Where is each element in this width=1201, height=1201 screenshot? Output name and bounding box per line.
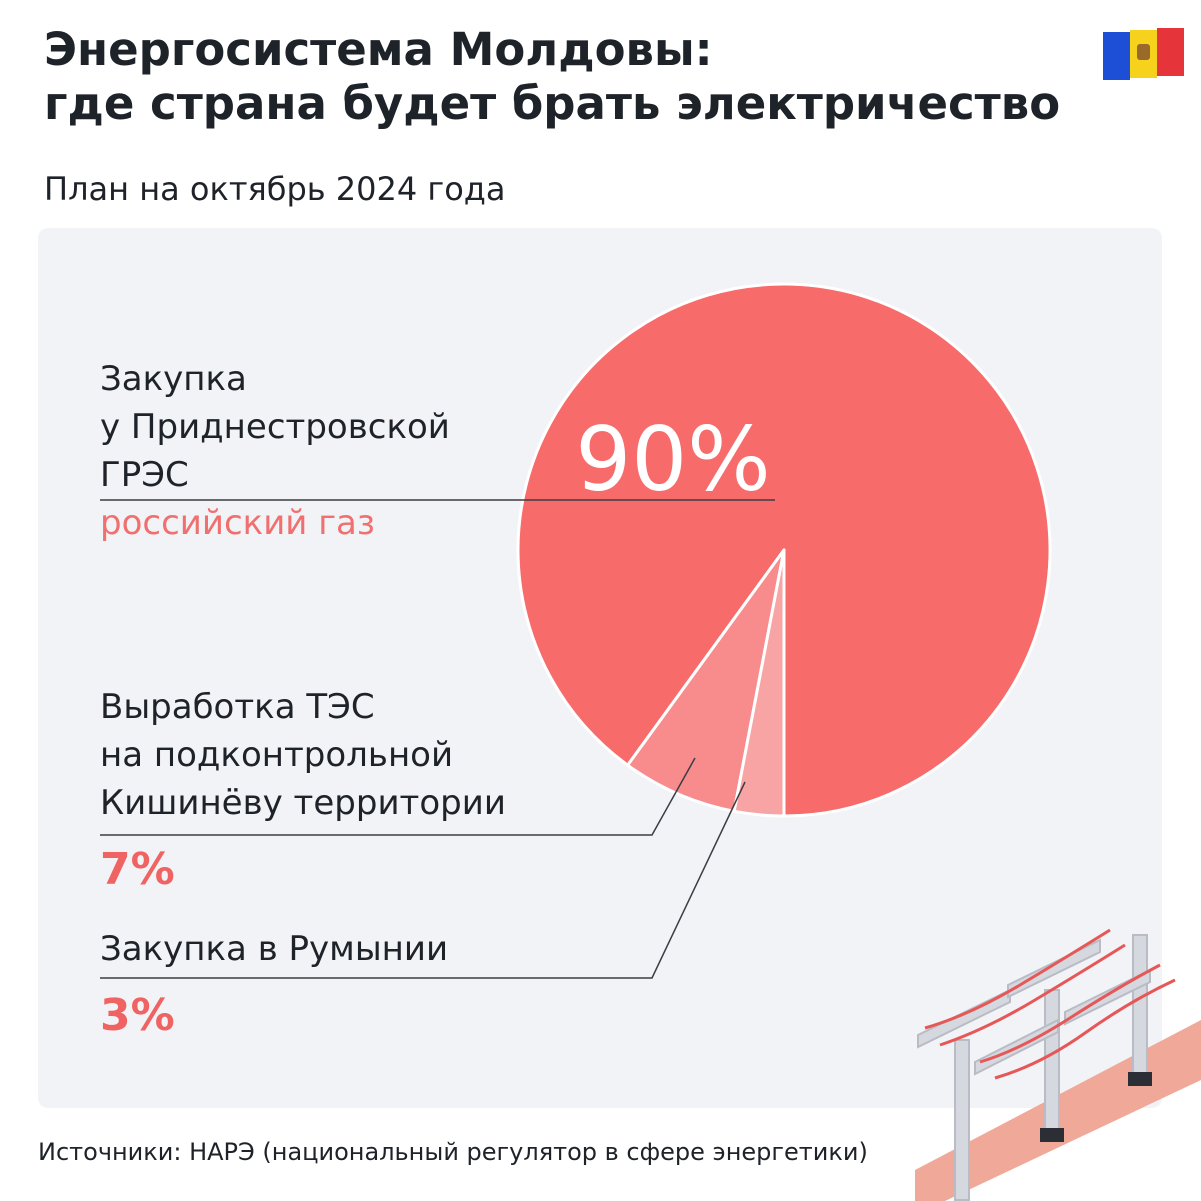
pie-slice [732,548,786,818]
chart-title: Энергосистема Молдовы: где страна будет б… [44,23,1060,130]
labels: Закупка у Приднестровской ГРЭС российский г… [100,359,775,1041]
category-label: Выработка ТЭС на подконтрольной Кишинёву т… [100,687,506,823]
leader-line [100,781,746,979]
pie [516,282,1052,818]
category-label: Закупка у Приднестровской ГРЭС [100,359,450,495]
value-label: 90% [575,408,771,511]
note: российский газ [100,503,375,543]
source: Источники: НАРЭ (национальный регулятор … [38,1138,868,1166]
flag [1103,28,1184,80]
value-label: 7% [100,844,175,895]
subtitle: План на октябрь 2024 года [44,170,506,208]
value-label: 3% [100,990,175,1041]
power-line-illustration [915,928,1201,1201]
category-label: Закупка в Румынии [100,929,448,969]
leader-line [100,757,696,836]
